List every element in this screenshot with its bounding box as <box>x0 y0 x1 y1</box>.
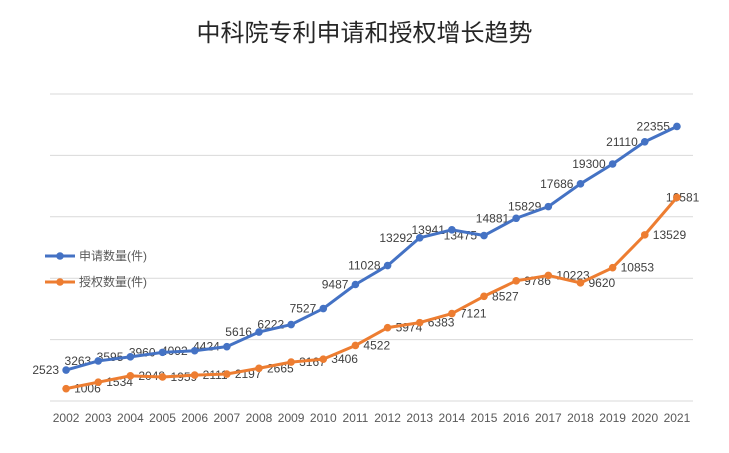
data-point-marker <box>190 371 199 379</box>
data-label: 9620 <box>588 276 615 290</box>
data-point-marker <box>223 342 231 351</box>
x-axis-label: 2011 <box>343 411 369 425</box>
series-line-applications <box>64 124 679 372</box>
data-point-marker <box>415 233 424 242</box>
data-point-marker <box>158 373 167 381</box>
x-axis-label: 2004 <box>117 411 144 425</box>
data-label: 11028 <box>348 259 381 273</box>
data-point-marker <box>158 348 167 357</box>
legend-item-applications: 申请数量(件) <box>79 248 147 263</box>
x-axis-label: 2009 <box>278 411 305 425</box>
data-point-marker <box>448 226 456 234</box>
x-axis-label: 2008 <box>246 411 273 425</box>
data-point-marker <box>512 214 520 223</box>
data-label: 7121 <box>460 307 487 321</box>
data-label: 13292 <box>379 231 413 245</box>
data-point-marker <box>126 353 135 361</box>
x-axis-label: 2006 <box>181 411 208 425</box>
data-point-marker <box>223 370 231 378</box>
data-point-marker <box>673 193 681 202</box>
data-point-marker <box>640 137 649 146</box>
x-axis-label: 2015 <box>471 411 498 425</box>
data-point-marker <box>673 122 681 131</box>
data-point-marker <box>383 261 392 270</box>
data-point-marker <box>544 271 553 280</box>
data-label: 15829 <box>508 200 542 214</box>
x-axis-label: 2012 <box>374 411 401 425</box>
data-point-marker <box>608 263 617 272</box>
legend-marker-icon <box>56 278 64 286</box>
data-point-marker <box>351 280 360 289</box>
legend-item-grants: 授权数量(件) <box>79 274 147 289</box>
data-label: 14881 <box>476 211 510 225</box>
data-point-marker <box>94 357 103 365</box>
data-point-marker <box>351 341 360 350</box>
chart-title: 中科院专利申请和授权增长趋势 <box>196 20 533 47</box>
data-point-marker <box>576 279 585 287</box>
data-point-marker <box>287 358 295 366</box>
data-point-marker <box>62 384 70 393</box>
x-axis-label: 2018 <box>567 411 594 425</box>
data-label: 9487 <box>322 277 349 291</box>
data-point-marker <box>319 304 328 313</box>
legend-marker-icon <box>56 252 64 260</box>
data-point-marker <box>640 231 649 239</box>
x-axis-label: 2014 <box>439 411 466 425</box>
data-label: 19300 <box>572 157 606 171</box>
data-label: 5616 <box>225 325 252 339</box>
data-label: 8527 <box>492 289 519 303</box>
data-point-marker <box>608 160 617 168</box>
data-point-marker <box>255 328 263 336</box>
data-label: 2523 <box>32 363 59 377</box>
data-point-marker <box>126 372 135 380</box>
data-point-marker <box>383 323 392 332</box>
data-label: 13529 <box>653 228 687 242</box>
data-label: 4522 <box>363 338 390 352</box>
x-axis-label: 2019 <box>599 411 626 425</box>
data-point-marker <box>190 346 199 355</box>
data-point-marker <box>480 231 488 240</box>
data-point-marker <box>544 202 553 211</box>
series-line-grants <box>64 195 679 391</box>
x-axis-label: 2007 <box>213 411 240 425</box>
data-label: 17686 <box>540 177 574 191</box>
data-point-marker <box>415 318 424 327</box>
x-axis-label: 2002 <box>53 411 80 425</box>
data-point-marker <box>287 320 295 329</box>
x-axis-label: 2020 <box>631 411 658 425</box>
data-label: 21110 <box>606 135 638 149</box>
data-point-marker <box>576 180 585 188</box>
data-label: 22355 <box>637 119 671 133</box>
data-label: 3406 <box>331 352 358 366</box>
data-point-marker <box>319 355 328 363</box>
data-label: 7527 <box>290 302 317 316</box>
x-axis-label: 2016 <box>503 411 530 425</box>
x-axis-label: 2013 <box>406 411 433 425</box>
x-axis-label: 2003 <box>85 411 112 425</box>
x-axis-label: 2010 <box>310 411 337 425</box>
data-point-marker <box>94 378 103 386</box>
data-label: 10853 <box>621 261 655 275</box>
data-point-marker <box>62 366 70 374</box>
data-point-marker <box>512 277 520 285</box>
x-axis-label: 2021 <box>664 411 691 425</box>
x-axis-label: 2017 <box>535 411 562 425</box>
data-point-marker <box>255 364 263 373</box>
data-point-marker <box>448 309 456 318</box>
data-point-marker <box>480 292 488 301</box>
x-axis-label: 2005 <box>149 411 176 425</box>
